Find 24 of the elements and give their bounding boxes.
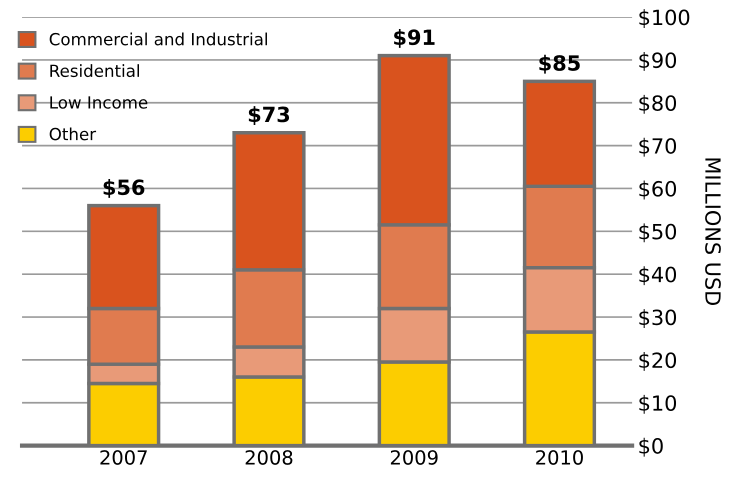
y-tick-label: $80	[639, 94, 676, 114]
y-tick-label: $30	[639, 309, 676, 328]
y-tick-label: $70	[639, 138, 676, 157]
total-label: $85	[539, 54, 580, 74]
legend-label: Other	[50, 127, 96, 140]
y-tick-label: $60	[639, 180, 676, 200]
y-tick-label: $90	[639, 52, 676, 71]
x-tick-label: 2010	[536, 450, 583, 465]
y-tick-label: $100	[639, 9, 690, 28]
legend-label: Residential	[50, 64, 139, 78]
y-tick-label: $20	[639, 352, 676, 371]
x-tick-label: 2008	[246, 450, 292, 465]
legend-label: Commercial and Industrial	[50, 32, 267, 46]
y-axis-title: MILLIONS USD	[705, 158, 721, 305]
y-tick-label: $40	[639, 266, 676, 286]
x-tick-label: 2009	[390, 450, 438, 465]
x-tick-label: 2007	[100, 450, 147, 465]
total-label: $56	[104, 179, 144, 198]
y-tick-label: $50	[639, 223, 676, 242]
total-label: $91	[394, 29, 435, 48]
y-tick-label: $0	[639, 438, 663, 457]
y-tick-label: $10	[639, 394, 676, 414]
total-label: $73	[248, 106, 290, 126]
legend-label: Low Income	[50, 96, 148, 109]
